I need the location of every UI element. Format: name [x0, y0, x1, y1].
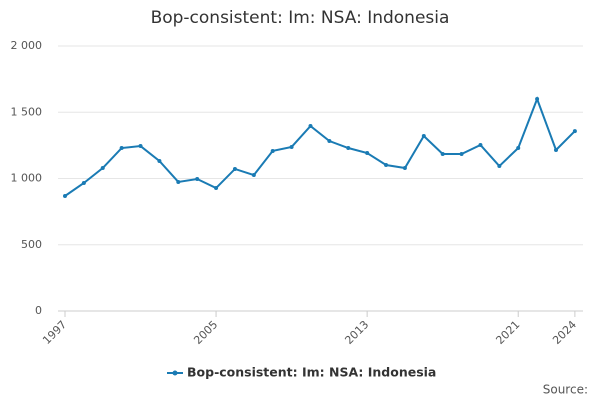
point — [195, 177, 200, 182]
x-tick-label: 2013 — [342, 318, 371, 347]
point — [459, 151, 464, 156]
point — [384, 162, 389, 167]
legend-marker — [172, 370, 178, 376]
point — [497, 164, 502, 169]
point — [572, 129, 577, 134]
point — [516, 146, 521, 151]
point — [176, 179, 181, 184]
point — [138, 144, 143, 149]
y-tick-label: 1 500 — [11, 105, 43, 118]
point — [251, 173, 256, 178]
point — [270, 148, 275, 153]
x-tick-label: 1997 — [40, 318, 69, 347]
x-tick-label: 2021 — [493, 318, 522, 347]
point — [440, 151, 445, 156]
y-tick-label: 2 000 — [11, 39, 43, 52]
point — [327, 139, 332, 144]
chart-title: Bop-consistent: Im: NSA: Indonesia — [151, 8, 450, 28]
point — [157, 159, 162, 164]
point — [402, 166, 407, 171]
y-tick-label: 1 000 — [11, 172, 43, 185]
x-tick-label: 2005 — [191, 318, 220, 347]
point — [365, 151, 370, 156]
legend-label: Bop-consistent: Im: NSA: Indonesia — [187, 365, 436, 380]
source: Source: — [543, 383, 588, 397]
point — [535, 97, 540, 101]
point — [81, 181, 86, 186]
line — [64, 96, 576, 197]
point — [232, 166, 237, 171]
point — [346, 146, 351, 151]
point — [553, 148, 558, 153]
x-tick-label: 2024 — [550, 318, 579, 347]
point — [478, 142, 483, 147]
point — [62, 193, 67, 198]
y-tick-label: 0 — [35, 304, 42, 317]
y-tick-label: 500 — [21, 238, 42, 251]
point — [308, 124, 313, 129]
point — [100, 166, 105, 171]
point — [289, 144, 294, 149]
point — [421, 133, 426, 138]
point — [214, 186, 219, 191]
point — [119, 146, 124, 151]
